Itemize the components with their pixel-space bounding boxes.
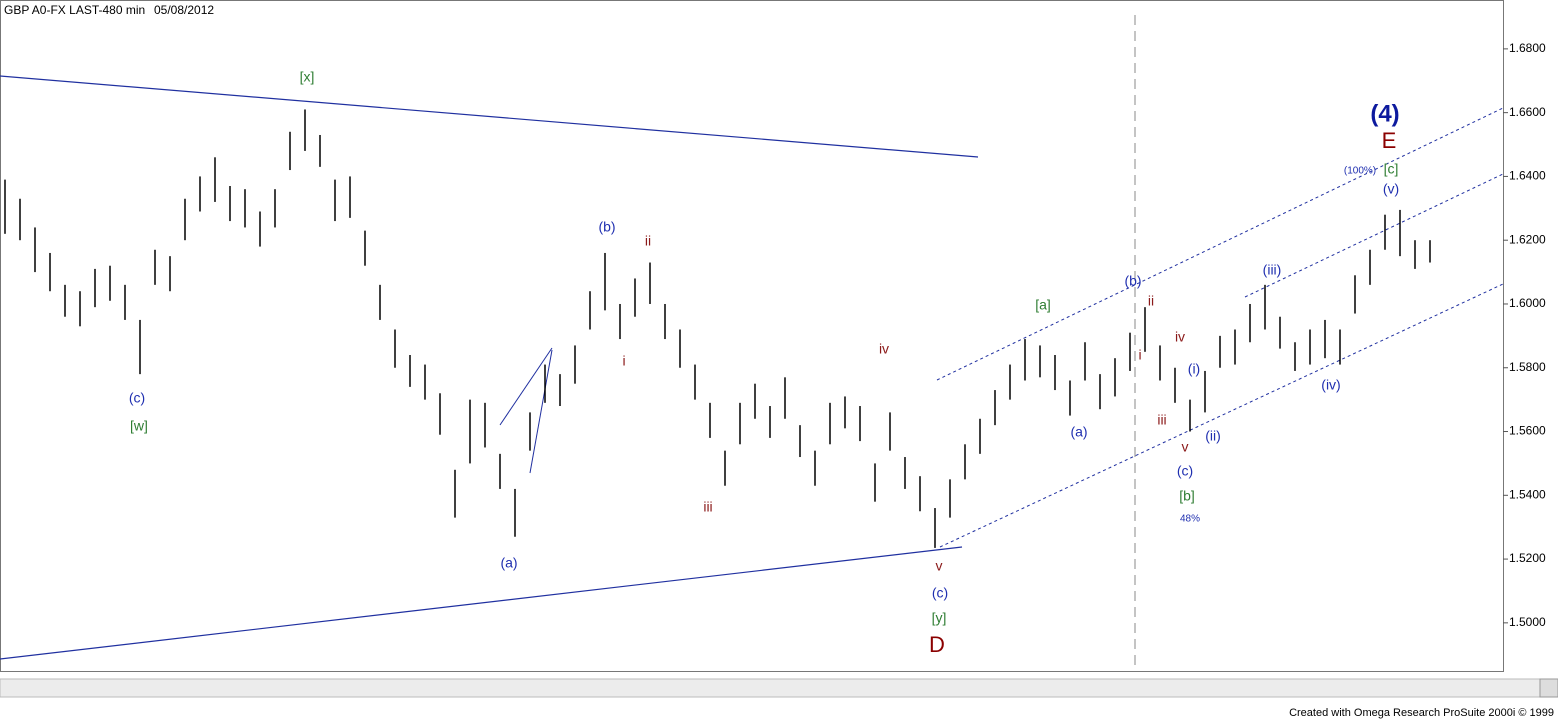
wave-label: E — [1382, 128, 1397, 153]
trendline — [0, 75, 979, 158]
wave-label: [c] — [1384, 161, 1399, 177]
footer: Created with Omega Research ProSuite 200… — [1289, 707, 1554, 719]
wave-label: (4) — [1370, 100, 1399, 127]
scrollbar[interactable] — [0, 678, 1558, 698]
wave-label: ii — [645, 233, 651, 249]
wave-label: (c) — [932, 585, 948, 601]
wave-label: [y] — [932, 610, 947, 626]
wave-label: [x] — [300, 69, 315, 85]
trendline — [0, 546, 963, 660]
y-tick-label: 1.5800 — [1509, 360, 1546, 374]
y-tick-label: 1.6600 — [1509, 105, 1546, 119]
wave-label: D — [929, 632, 945, 657]
wave-label: (c) — [1177, 463, 1193, 479]
header-date: 05/08/2012 — [154, 3, 214, 17]
wave-label: i — [622, 353, 625, 369]
header-symbol: GBP A0-FX LAST-480 min — [4, 3, 145, 17]
y-tick-label: 1.5400 — [1509, 487, 1546, 501]
wave-label: (ii) — [1205, 428, 1221, 444]
y-tick-label: 1.5200 — [1509, 551, 1546, 565]
wave-label: (100%) — [1344, 166, 1376, 177]
wave-label: (v) — [1383, 181, 1399, 197]
y-tick-label: 1.6800 — [1509, 41, 1546, 55]
y-tick-label: 1.5000 — [1509, 615, 1546, 629]
wave-label: v — [936, 558, 943, 574]
wave-label: [a] — [1035, 297, 1051, 313]
wave-label: (a) — [500, 555, 517, 571]
y-tick-label: 1.6400 — [1509, 169, 1546, 183]
wave-label: ii — [1148, 293, 1154, 309]
wave-label: [w] — [130, 418, 148, 434]
channel-line — [936, 107, 1504, 381]
wave-label: iii — [1157, 412, 1166, 428]
wave-label: iv — [879, 341, 889, 357]
wave-label: (b) — [598, 219, 615, 235]
trendline — [499, 347, 553, 426]
channel-line — [939, 283, 1504, 548]
wave-label: (c) — [129, 390, 145, 406]
wave-label: iii — [703, 499, 712, 515]
wave-label: 48% — [1180, 514, 1200, 525]
wave-label: iv — [1175, 329, 1185, 345]
wave-label: i — [1138, 347, 1141, 363]
scroll-button[interactable] — [1539, 678, 1558, 698]
plot-frame — [0, 0, 1504, 672]
wave-label: (a) — [1070, 424, 1087, 440]
y-tick-label: 1.6000 — [1509, 296, 1546, 310]
wave-label: [b] — [1179, 488, 1195, 504]
y-tick-label: 1.6200 — [1509, 232, 1546, 246]
wave-label: (iv) — [1321, 377, 1340, 393]
wave-label: (iii) — [1263, 262, 1282, 278]
wave-label: v — [1182, 439, 1189, 455]
wave-label: (i) — [1188, 361, 1200, 377]
y-tick-label: 1.5600 — [1509, 424, 1546, 438]
wave-label: (b) — [1124, 273, 1141, 289]
trendline — [529, 349, 553, 474]
